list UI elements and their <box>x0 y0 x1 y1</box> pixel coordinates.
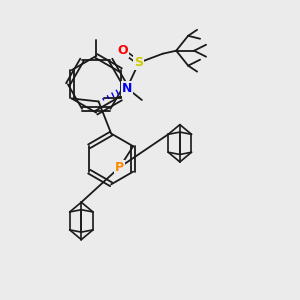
Text: O: O <box>117 44 128 57</box>
Text: N: N <box>122 82 132 94</box>
Text: P: P <box>115 161 124 174</box>
Text: S: S <box>134 56 143 69</box>
